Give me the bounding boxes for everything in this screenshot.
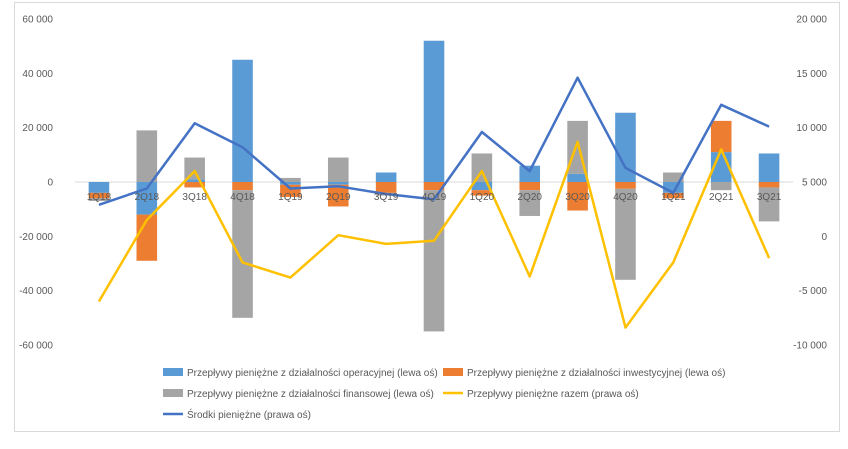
category-label-1Q20: 1Q20 bbox=[470, 192, 495, 203]
category-label-3Q20: 3Q20 bbox=[565, 192, 590, 203]
bar-series2-4Q18 bbox=[232, 182, 253, 191]
category-label-1Q19: 1Q19 bbox=[278, 192, 303, 203]
category-label-2Q20: 2Q20 bbox=[517, 192, 542, 203]
legend-label-3: Przepływy pieniężne z działalności finan… bbox=[187, 389, 434, 400]
left-tick-label: -20 000 bbox=[19, 232, 53, 243]
bar-series2-4Q19 bbox=[423, 182, 445, 191]
left-axis-ticks: 60 000 40 000 20 000 0 -20 000 -40 000 -60 000 bbox=[19, 15, 53, 352]
bar-series1-4Q19 bbox=[423, 40, 445, 182]
right-axis-ticks: 20 000 15 000 10 000 5 000 0 -5 000 -10 000 bbox=[793, 15, 827, 352]
category-label-4Q19: 4Q19 bbox=[422, 192, 447, 203]
category-labels: 1Q18 2Q18 3Q18 4Q18 1Q19 2Q19 3Q19 4Q19 1Q20 2Q20… bbox=[87, 192, 782, 203]
right-tick-label: 5 000 bbox=[802, 178, 827, 189]
bar-series1-1Q20 bbox=[471, 182, 493, 191]
bar-series1-3Q20 bbox=[567, 173, 588, 182]
combo-chart: 60 000 40 000 20 000 0 -20 000 -40 000 -60 000… bbox=[19, 15, 827, 422]
bar-series3-2Q19 bbox=[327, 157, 349, 182]
bar-series1-3Q19 bbox=[375, 172, 397, 182]
bar-series2-2Q19 bbox=[327, 184, 349, 207]
right-tick-label: -10 000 bbox=[793, 341, 827, 352]
bar-series1-3Q18 bbox=[184, 179, 205, 182]
bar-series2-1Q21 bbox=[663, 192, 684, 199]
right-tick-label: 15 000 bbox=[796, 69, 827, 80]
bar-series3-2Q21 bbox=[710, 182, 732, 191]
bar-series1-3Q21 bbox=[758, 153, 780, 182]
lines-group bbox=[97, 76, 771, 329]
bar-series2-2Q21 bbox=[710, 120, 732, 153]
category-label-2Q21: 2Q21 bbox=[709, 192, 734, 203]
bar-series3-4Q20 bbox=[615, 188, 636, 280]
category-label-1Q18: 1Q18 bbox=[87, 192, 112, 203]
bar-series2-2Q18 bbox=[136, 214, 158, 261]
category-label-3Q19: 3Q19 bbox=[374, 192, 399, 203]
chart-area: 60 000 40 000 20 000 0 -20 000 -40 000 -60 000… bbox=[14, 2, 840, 432]
bar-series3-3Q18 bbox=[184, 157, 205, 180]
bar-series1-4Q18 bbox=[232, 59, 253, 182]
left-tick-label: 60 000 bbox=[22, 15, 53, 26]
legend-label-1: Przepływy pieniężne z działalności opera… bbox=[187, 368, 438, 379]
left-tick-label: 40 000 bbox=[22, 69, 53, 80]
bar-series3-1Q21 bbox=[663, 172, 684, 182]
right-tick-label: 0 bbox=[821, 232, 827, 243]
category-label-3Q21: 3Q21 bbox=[757, 192, 782, 203]
bar-series3-3Q21 bbox=[758, 187, 780, 222]
category-label-4Q18: 4Q18 bbox=[230, 192, 255, 203]
bar-series2-3Q18 bbox=[184, 182, 205, 188]
category-label-1Q21: 1Q21 bbox=[661, 192, 686, 203]
right-tick-label: 20 000 bbox=[796, 15, 827, 26]
bar-series1-2Q19 bbox=[327, 182, 349, 185]
left-tick-label: -40 000 bbox=[19, 286, 53, 297]
right-tick-label: -5 000 bbox=[799, 286, 828, 297]
bar-series3-1Q19 bbox=[280, 177, 301, 182]
right-tick-label: 10 000 bbox=[796, 123, 827, 134]
bar-series2-3Q20 bbox=[567, 182, 588, 211]
bar-series2-1Q20 bbox=[471, 190, 493, 196]
category-label-2Q18: 2Q18 bbox=[135, 192, 160, 203]
bar-series3-4Q18 bbox=[232, 190, 253, 318]
bar-series1-2Q20 bbox=[519, 165, 541, 182]
bar-series2-4Q20 bbox=[615, 182, 636, 189]
bar-series3-4Q19 bbox=[423, 190, 445, 332]
bar-series3-2Q18 bbox=[136, 130, 158, 182]
left-tick-label: 0 bbox=[47, 178, 53, 189]
legend-swatch-1 bbox=[163, 368, 183, 376]
category-label-3Q18: 3Q18 bbox=[182, 192, 207, 203]
bar-series3-1Q20 bbox=[471, 153, 493, 182]
legend-label-5: Środki pieniężne (prawa oś) bbox=[187, 408, 311, 421]
bar-series1-1Q21 bbox=[663, 182, 684, 193]
bar-series2-2Q20 bbox=[519, 182, 541, 191]
bar-series1-1Q18 bbox=[88, 182, 110, 193]
category-label-4Q20: 4Q20 bbox=[613, 192, 638, 203]
legend-swatch-2 bbox=[443, 368, 463, 376]
bar-series2-3Q21 bbox=[758, 182, 780, 188]
bar-series3-1Q18 bbox=[88, 198, 110, 202]
legend-label-4: Przepływy pieniężne razem (prawa oś) bbox=[467, 389, 639, 400]
left-tick-label: 20 000 bbox=[22, 123, 53, 134]
legend-swatch-3 bbox=[163, 389, 183, 397]
bar-series2-1Q18 bbox=[88, 192, 110, 199]
legend: Przepływy pieniężne z działalności opera… bbox=[163, 368, 725, 421]
legend-label-2: Przepływy pieniężne z działalności inwes… bbox=[467, 368, 725, 379]
bar-series1-4Q20 bbox=[615, 112, 636, 182]
bar-series3-2Q20 bbox=[519, 190, 541, 216]
left-tick-label: -60 000 bbox=[19, 341, 53, 352]
category-label-2Q19: 2Q19 bbox=[326, 192, 351, 203]
bar-series1-1Q19 bbox=[280, 182, 301, 185]
bar-series2-3Q19 bbox=[375, 182, 397, 193]
